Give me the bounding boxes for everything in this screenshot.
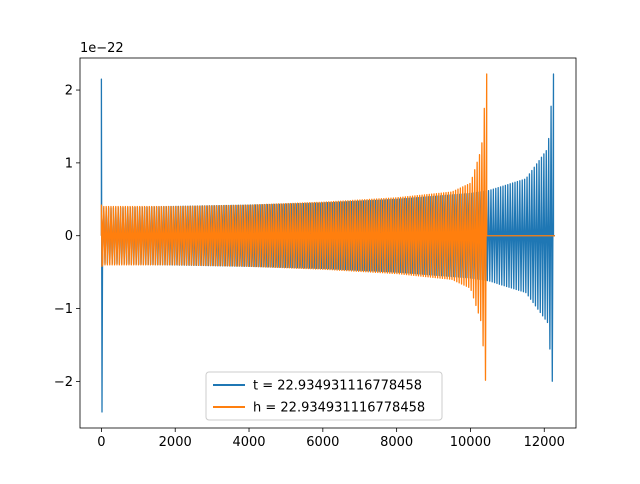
series-line-h [100,73,555,381]
x-tick-label: 6000 [306,435,339,450]
y-tick-label: −2 [54,375,73,390]
legend: t = 22.934931116778458 h = 22.9349311167… [205,371,443,421]
x-tick-label: 2000 [159,435,192,450]
x-tick-label: 0 [97,435,105,450]
y-axis: 2 1 0 −1 −2 [54,84,80,390]
y-tick-label: −1 [54,302,73,317]
y-tick-label: 2 [65,84,73,99]
x-tick-label: 4000 [232,435,265,450]
x-axis: 0 2000 4000 6000 8000 10000 12000 [97,428,565,450]
legend-box [205,371,443,421]
legend-label-t: t = 22.934931116778458 [253,379,422,394]
x-tick-label: 12000 [524,435,565,450]
series-layer [100,73,555,413]
y-offset-label: 1e−22 [80,41,124,56]
plot-area-frame [79,57,577,429]
x-tick-label: 8000 [380,435,413,450]
x-tick-label: 10000 [450,435,491,450]
y-tick-label: 1 [65,156,73,171]
legend-label-h: h = 22.934931116778458 [253,401,425,416]
y-tick-label: 0 [65,229,73,244]
